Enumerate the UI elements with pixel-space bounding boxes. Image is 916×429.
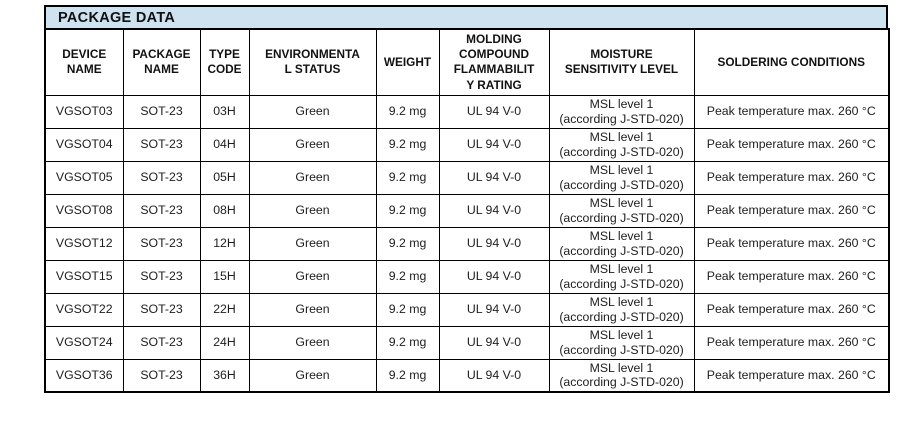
section-title: PACKAGE DATA	[58, 9, 176, 26]
cell-device-name: VGSOT08	[44, 193, 124, 228]
cell-type-code: 08H	[199, 193, 250, 228]
cell-device-name: VGSOT22	[44, 292, 124, 327]
cell-package-name: SOT-23	[122, 193, 201, 228]
cell-environmental-status: Green	[248, 292, 377, 327]
cell-weight: 9.2 mg	[375, 127, 440, 162]
cell-type-code: 24H	[199, 325, 250, 360]
section-title-bar: PACKAGE DATA	[44, 5, 888, 28]
cell-device-name: VGSOT24	[44, 325, 124, 360]
cell-type-code: 15H	[199, 259, 250, 294]
table-row: VGSOT22 SOT-23 22H Green 9.2 mg UL 94 V-0 MSL …	[44, 292, 890, 327]
cell-moisture-sensitivity-level: MSL level 1 (according J-STD-020)	[548, 325, 695, 360]
cell-molding-compound-flammability-rating: UL 94 V-0	[438, 127, 550, 162]
cell-package-name: SOT-23	[122, 259, 201, 294]
cell-weight: 9.2 mg	[375, 325, 440, 360]
cell-soldering-conditions: Peak temperature max. 260 °C	[693, 94, 890, 129]
cell-molding-compound-flammability-rating: UL 94 V-0	[438, 226, 550, 261]
cell-molding-compound-flammability-rating: UL 94 V-0	[438, 160, 550, 195]
cell-environmental-status: Green	[248, 325, 377, 360]
table-row: VGSOT04 SOT-23 04H Green 9.2 mg UL 94 V-0 MSL …	[44, 127, 890, 162]
header-row: DEVICE NAME PACKAGE NAME TYPE CODE ENVIRONM…	[44, 28, 890, 96]
cell-type-code: 04H	[199, 127, 250, 162]
cell-weight: 9.2 mg	[375, 226, 440, 261]
cell-soldering-conditions: Peak temperature max. 260 °C	[693, 193, 890, 228]
cell-type-code: 05H	[199, 160, 250, 195]
cell-environmental-status: Green	[248, 358, 377, 393]
cell-soldering-conditions: Peak temperature max. 260 °C	[693, 292, 890, 327]
cell-moisture-sensitivity-level: MSL level 1 (according J-STD-020)	[548, 292, 695, 327]
cell-soldering-conditions: Peak temperature max. 260 °C	[693, 358, 890, 393]
cell-molding-compound-flammability-rating: UL 94 V-0	[438, 292, 550, 327]
cell-environmental-status: Green	[248, 94, 377, 129]
table-row: VGSOT03 SOT-23 03H Green 9.2 mg UL 94 V-0 MSL …	[44, 94, 890, 129]
cell-weight: 9.2 mg	[375, 94, 440, 129]
cell-soldering-conditions: Peak temperature max. 260 °C	[693, 325, 890, 360]
column-header-soldering-conditions: SOLDERING CONDITIONS	[693, 28, 890, 96]
cell-type-code: 22H	[199, 292, 250, 327]
cell-package-name: SOT-23	[122, 292, 201, 327]
package-data-section: PACKAGE DATA DEVICE NAME PACKAGE NAME TYPE…	[44, 5, 890, 393]
cell-weight: 9.2 mg	[375, 259, 440, 294]
cell-package-name: SOT-23	[122, 94, 201, 129]
cell-device-name: VGSOT12	[44, 226, 124, 261]
cell-device-name: VGSOT15	[44, 259, 124, 294]
table-row: VGSOT12 SOT-23 12H Green 9.2 mg UL 94 V-0 MSL …	[44, 226, 890, 261]
cell-device-name: VGSOT03	[44, 94, 124, 129]
table-body: VGSOT03 SOT-23 03H Green 9.2 mg UL 94 V-0 MSL …	[44, 94, 890, 393]
package-data-table: DEVICE NAME PACKAGE NAME TYPE CODE ENVIRONM…	[44, 28, 890, 393]
cell-package-name: SOT-23	[122, 160, 201, 195]
column-header-environmental-status: ENVIRONMENTA L STATUS	[248, 28, 377, 96]
cell-molding-compound-flammability-rating: UL 94 V-0	[438, 325, 550, 360]
cell-package-name: SOT-23	[122, 358, 201, 393]
cell-environmental-status: Green	[248, 226, 377, 261]
cell-soldering-conditions: Peak temperature max. 260 °C	[693, 127, 890, 162]
cell-moisture-sensitivity-level: MSL level 1 (according J-STD-020)	[548, 94, 695, 129]
cell-package-name: SOT-23	[122, 127, 201, 162]
cell-moisture-sensitivity-level: MSL level 1 (according J-STD-020)	[548, 127, 695, 162]
cell-moisture-sensitivity-level: MSL level 1 (according J-STD-020)	[548, 259, 695, 294]
column-header-package-name: PACKAGE NAME	[122, 28, 201, 96]
cell-environmental-status: Green	[248, 259, 377, 294]
table-row: VGSOT15 SOT-23 15H Green 9.2 mg UL 94 V-0 MSL …	[44, 259, 890, 294]
cell-molding-compound-flammability-rating: UL 94 V-0	[438, 193, 550, 228]
cell-package-name: SOT-23	[122, 226, 201, 261]
column-header-moisture-sensitivity-level: MOISTURE SENSITIVITY LEVEL	[548, 28, 695, 96]
cell-package-name: SOT-23	[122, 325, 201, 360]
cell-environmental-status: Green	[248, 160, 377, 195]
column-header-device-name: DEVICE NAME	[44, 28, 124, 96]
cell-environmental-status: Green	[248, 127, 377, 162]
cell-weight: 9.2 mg	[375, 292, 440, 327]
column-header-molding-compound-flammability-rating: MOLDING COMPOUND FLAMMABILIT Y RATING	[438, 28, 550, 96]
cell-moisture-sensitivity-level: MSL level 1 (according J-STD-020)	[548, 358, 695, 393]
cell-weight: 9.2 mg	[375, 160, 440, 195]
cell-moisture-sensitivity-level: MSL level 1 (according J-STD-020)	[548, 226, 695, 261]
table-row: VGSOT08 SOT-23 08H Green 9.2 mg UL 94 V-0 MSL …	[44, 193, 890, 228]
cell-molding-compound-flammability-rating: UL 94 V-0	[438, 358, 550, 393]
cell-device-name: VGSOT05	[44, 160, 124, 195]
cell-device-name: VGSOT04	[44, 127, 124, 162]
cell-soldering-conditions: Peak temperature max. 260 °C	[693, 226, 890, 261]
cell-environmental-status: Green	[248, 193, 377, 228]
cell-weight: 9.2 mg	[375, 358, 440, 393]
column-header-weight: WEIGHT	[375, 28, 440, 96]
cell-type-code: 12H	[199, 226, 250, 261]
table-row: VGSOT36 SOT-23 36H Green 9.2 mg UL 94 V-0 MSL …	[44, 358, 890, 393]
cell-soldering-conditions: Peak temperature max. 260 °C	[693, 259, 890, 294]
table-row: VGSOT24 SOT-23 24H Green 9.2 mg UL 94 V-0 MSL …	[44, 325, 890, 360]
cell-moisture-sensitivity-level: MSL level 1 (according J-STD-020)	[548, 193, 695, 228]
cell-type-code: 03H	[199, 94, 250, 129]
cell-device-name: VGSOT36	[44, 358, 124, 393]
cell-molding-compound-flammability-rating: UL 94 V-0	[438, 259, 550, 294]
cell-type-code: 36H	[199, 358, 250, 393]
cell-weight: 9.2 mg	[375, 193, 440, 228]
cell-molding-compound-flammability-rating: UL 94 V-0	[438, 94, 550, 129]
cell-soldering-conditions: Peak temperature max. 260 °C	[693, 160, 890, 195]
column-header-type-code: TYPE CODE	[199, 28, 250, 96]
cell-moisture-sensitivity-level: MSL level 1 (according J-STD-020)	[548, 160, 695, 195]
table-row: VGSOT05 SOT-23 05H Green 9.2 mg UL 94 V-0 MSL …	[44, 160, 890, 195]
